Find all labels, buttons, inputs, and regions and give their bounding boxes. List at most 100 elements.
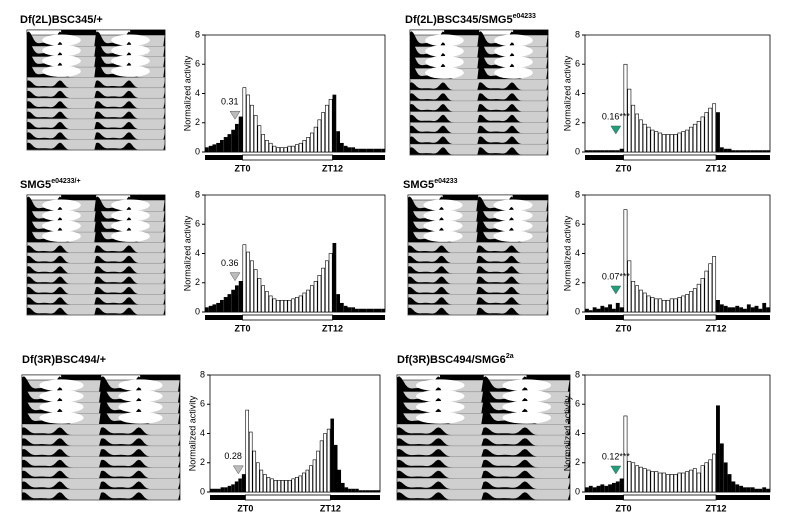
- bar: [631, 280, 636, 313]
- x-tick-label: ZT0: [616, 323, 632, 333]
- bar: [685, 129, 690, 153]
- bar: [746, 487, 751, 493]
- bar: [631, 104, 636, 153]
- bar: [669, 134, 674, 153]
- bar: [306, 289, 310, 313]
- y-axis-label: Normalized activity: [562, 55, 572, 131]
- bar: [287, 299, 292, 313]
- actogram-row: [22, 427, 180, 436]
- bar: [231, 289, 236, 313]
- bar: [362, 148, 367, 153]
- actogram-highlight: [42, 44, 81, 57]
- actogram-ld-bar: [130, 194, 166, 201]
- y-tick-label: 4: [200, 428, 205, 438]
- actogram-ld-bar: [26, 29, 62, 36]
- bar: [272, 145, 277, 153]
- bar: [238, 280, 243, 313]
- y-tick-label: 0: [200, 486, 205, 496]
- actogram-row: [22, 481, 180, 490]
- y-tick-label: 2: [575, 117, 580, 127]
- bar: [223, 137, 228, 153]
- y-tick-label: 0: [195, 306, 200, 316]
- bar: [224, 487, 228, 493]
- bar: [654, 298, 659, 313]
- annotation-arrow: [229, 110, 241, 120]
- actogram-row: [27, 80, 165, 88]
- bar: [312, 459, 317, 493]
- bar: [731, 150, 736, 153]
- actogram-row: [27, 276, 165, 284]
- bar: [584, 308, 589, 313]
- bar: [305, 469, 310, 493]
- y-tick-label: 2: [575, 457, 580, 467]
- bar: [306, 137, 310, 153]
- title-text: SMG5: [403, 179, 434, 191]
- actogram-highlight: [42, 34, 81, 46]
- bar: [377, 148, 382, 153]
- annotation-arrow: [610, 285, 622, 295]
- actogram-highlight: [493, 209, 533, 222]
- bar: [743, 487, 747, 493]
- title-superscript: e04233/+: [51, 178, 80, 185]
- title-superscript: e04233: [513, 13, 536, 20]
- panel-title: Df(3R)BSC494/+: [22, 354, 106, 366]
- panel-title: SMG5e04233: [403, 178, 458, 191]
- title-text: Df(3R)BSC494/+: [22, 354, 106, 366]
- actogram-highlight: [416, 411, 465, 424]
- bar: [227, 485, 232, 493]
- bar: [220, 140, 224, 153]
- actogram-highlight: [39, 411, 84, 424]
- actogram-row: [27, 132, 165, 140]
- bar: [291, 145, 295, 153]
- bar: [623, 209, 628, 313]
- bar: [291, 478, 295, 493]
- bar: [354, 308, 359, 313]
- actogram-ld-bar: [130, 29, 166, 36]
- bar: [284, 479, 288, 493]
- actogram-highlight: [494, 66, 533, 79]
- actogram-highlight: [111, 34, 150, 46]
- bar: [615, 481, 620, 493]
- bar: [242, 244, 247, 313]
- actogram-row: [22, 459, 180, 468]
- bar: [665, 474, 670, 493]
- bar: [712, 256, 717, 313]
- bar: [673, 134, 678, 153]
- y-axis-label: Normalized activity: [182, 215, 192, 291]
- actogram-highlight: [502, 390, 551, 403]
- bar: [336, 294, 340, 313]
- bar: [324, 260, 329, 313]
- actogram-row: [27, 245, 165, 253]
- bar: [321, 267, 325, 313]
- bar: [302, 292, 307, 313]
- bar: [298, 475, 303, 493]
- bar: [358, 308, 363, 313]
- bar: [596, 150, 601, 153]
- annotation-arrow: [610, 125, 622, 135]
- bar: [294, 477, 299, 493]
- bar: [283, 299, 288, 313]
- bar: [739, 307, 744, 313]
- actogram-row: [410, 147, 548, 155]
- title-text: Df(2L)BSC345/SMG5: [405, 14, 513, 26]
- y-tick-label: 8: [200, 369, 205, 379]
- bar: [592, 150, 597, 153]
- bar: [332, 242, 337, 313]
- bar: [746, 150, 751, 153]
- bar: [681, 295, 686, 313]
- ld-bar-light: [245, 494, 331, 501]
- bar: [739, 485, 744, 493]
- bar: [264, 140, 269, 153]
- bar: [354, 148, 359, 153]
- bar: [205, 307, 209, 313]
- bar: [719, 443, 724, 493]
- annotation-arrow: [229, 272, 241, 282]
- actogram-row: [408, 245, 548, 253]
- bar: [372, 490, 377, 493]
- bar: [584, 150, 589, 153]
- bar: [317, 119, 322, 153]
- y-tick-label: 8: [575, 189, 580, 199]
- bar: [654, 131, 659, 153]
- actogram-ld-bar: [61, 374, 102, 381]
- bar: [758, 150, 763, 153]
